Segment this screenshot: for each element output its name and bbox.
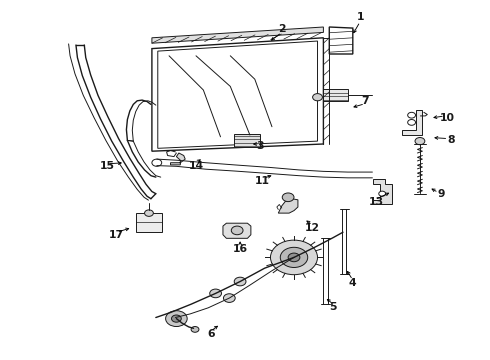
Circle shape xyxy=(379,191,386,196)
Text: 8: 8 xyxy=(447,135,455,145)
Polygon shape xyxy=(373,179,392,204)
Text: 2: 2 xyxy=(278,24,286,34)
Circle shape xyxy=(234,277,246,286)
Text: 14: 14 xyxy=(189,161,203,171)
Text: 4: 4 xyxy=(349,278,357,288)
Text: 9: 9 xyxy=(437,189,445,199)
Polygon shape xyxy=(171,153,185,165)
Circle shape xyxy=(231,226,243,235)
Polygon shape xyxy=(223,223,251,238)
Text: 15: 15 xyxy=(99,161,114,171)
Polygon shape xyxy=(323,89,348,101)
Text: 12: 12 xyxy=(305,222,320,233)
Text: 1: 1 xyxy=(356,12,364,22)
Circle shape xyxy=(210,289,221,298)
Circle shape xyxy=(288,253,300,262)
Text: 11: 11 xyxy=(255,176,270,186)
Circle shape xyxy=(313,94,322,101)
Text: 3: 3 xyxy=(256,141,264,151)
Circle shape xyxy=(270,240,318,275)
Text: 10: 10 xyxy=(440,113,454,123)
Circle shape xyxy=(145,210,153,216)
Circle shape xyxy=(280,247,308,267)
Circle shape xyxy=(172,315,181,322)
Circle shape xyxy=(408,120,416,125)
Circle shape xyxy=(152,159,162,166)
Circle shape xyxy=(166,311,187,327)
Polygon shape xyxy=(402,110,422,135)
Circle shape xyxy=(191,327,199,332)
Polygon shape xyxy=(136,213,162,232)
Text: 13: 13 xyxy=(369,197,384,207)
Text: 16: 16 xyxy=(233,244,247,254)
Text: 7: 7 xyxy=(361,96,369,106)
Circle shape xyxy=(408,112,416,118)
Polygon shape xyxy=(152,27,323,43)
Text: 5: 5 xyxy=(329,302,337,312)
Circle shape xyxy=(223,294,235,302)
Circle shape xyxy=(415,138,425,145)
Polygon shape xyxy=(234,134,260,147)
Text: 17: 17 xyxy=(109,230,124,240)
Circle shape xyxy=(282,193,294,202)
Polygon shape xyxy=(278,199,298,213)
Text: 6: 6 xyxy=(207,329,215,339)
